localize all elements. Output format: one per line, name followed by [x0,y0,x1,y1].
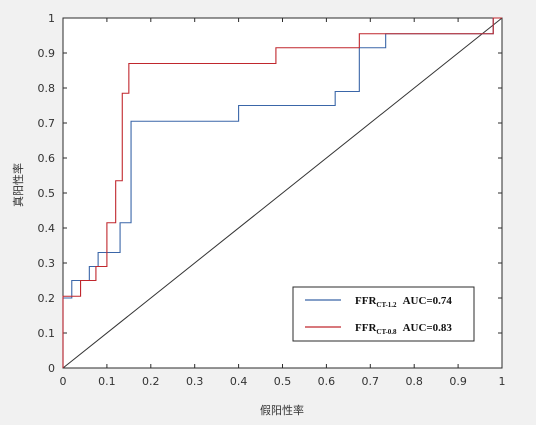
x-tick-label: 0.9 [449,375,467,388]
legend-label-1: FFRCT-1.2 AUC=0.74 [355,295,452,309]
legend-label-2: FFRCT-0.8 AUC=0.83 [355,322,452,336]
diagonal-reference-line [62,17,503,369]
x-tick-label: 0.1 [98,375,116,388]
y-tick-label: 0.1 [38,327,56,340]
x-tick-label: 0.4 [230,375,248,388]
y-tick-label: 0.2 [38,292,56,305]
y-tick-label: 1 [48,12,55,25]
x-tick-label: 0.5 [274,375,292,388]
legend-name-main: FFR [355,322,377,334]
y-axis-label: 真阳性率 [11,163,25,207]
legend-auc: AUC=0.74 [403,295,453,307]
x-tick-label: 0 [60,375,67,388]
y-tick-label: 0.4 [38,222,56,235]
legend-name-sub: CT-1.2 [376,301,397,309]
x-tick-label: 0.8 [405,375,423,388]
y-tick-label: 0.6 [38,152,56,165]
y-tick-label: 0.7 [38,117,56,130]
legend-box [292,286,475,342]
y-tick-label: 0.5 [38,187,56,200]
legend-auc: AUC=0.83 [403,322,453,334]
axis-ticks: 0 0.1 0.2 0.3 0.4 0.5 0.6 0.7 0.8 0.9 1 0 0.1 0.2 0.3 0… [38,12,506,388]
y-tick-label: 0.9 [38,47,56,60]
x-tick-label: 0.6 [318,375,336,388]
x-axis-label: 假阳性率 [260,403,304,417]
x-tick-label: 0.3 [186,375,204,388]
x-tick-label: 0.2 [142,375,160,388]
y-tick-label: 0.8 [38,82,56,95]
series-lines [62,17,503,369]
legend-name-main: FFR [355,295,377,307]
y-tick-label: 0 [48,362,55,375]
legend-name-sub: CT-0.8 [376,328,397,336]
x-tick-label: 0.7 [362,375,380,388]
series-line-2 [62,17,502,368]
x-tick-label: 1 [499,375,506,388]
y-tick-label: 0.3 [38,257,56,270]
